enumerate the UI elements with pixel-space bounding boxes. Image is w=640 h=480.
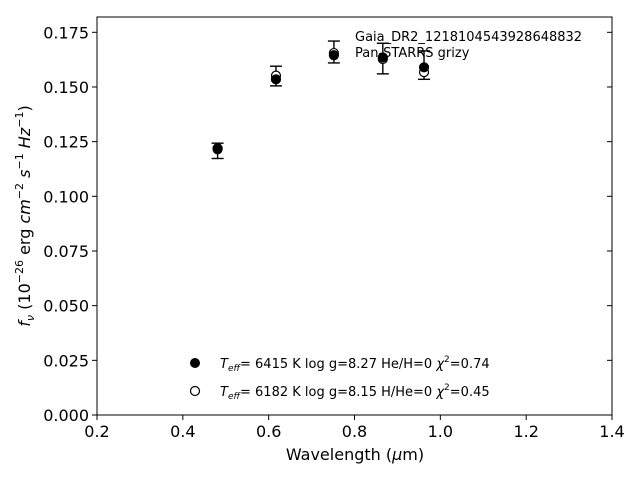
svg-text:fν (10−26 erg cm−2 s−1 Hz−1): fν (10−26 erg cm−2 s−1 Hz−1) xyxy=(13,105,37,326)
x-tick-label: 1.0 xyxy=(428,422,453,441)
object-name: Gaia_DR2_1218104543928648832 xyxy=(355,30,582,45)
model-point-filled xyxy=(212,143,223,154)
x-tick-label: 0.4 xyxy=(170,422,195,441)
x-tick-label: 1.4 xyxy=(599,422,624,441)
data-markers xyxy=(212,47,430,155)
legend-marker-filled xyxy=(190,358,200,368)
y-tick-label: 0.050 xyxy=(43,297,89,316)
y-tick-label: 0.025 xyxy=(43,351,89,370)
model-point-filled xyxy=(377,52,388,63)
y-tick-label: 0.150 xyxy=(43,78,89,97)
axes-frame xyxy=(96,16,613,416)
legend: Teff= 6415 K log g=8.27 He/H=0 χ2=0.74 T… xyxy=(189,355,490,402)
y-tick-label: 0.100 xyxy=(43,187,89,206)
y-ticks: 0.000 0.025 0.050 0.075 0.100 0.125 0.150 0.175 xyxy=(43,23,612,425)
y-axis-label: fν (10−26 erg cm−2 s−1 Hz−1) xyxy=(13,105,37,326)
y-tick-label: 0.125 xyxy=(43,133,89,152)
x-tick-label: 0.2 xyxy=(84,422,109,441)
x-tick-label: 1.2 xyxy=(513,422,538,441)
legend-entry-2: Teff= 6182 K log g=8.15 H/He=0 χ2=0.45 xyxy=(220,383,490,402)
y-tick-label: 0.075 xyxy=(43,242,89,261)
model-point-filled xyxy=(418,62,430,73)
x-tick-label: 0.8 xyxy=(342,422,367,441)
y-tick-label: 0.175 xyxy=(43,23,89,42)
x-tick-label: 0.6 xyxy=(256,422,281,441)
y-tick-label: 0.000 xyxy=(43,406,89,425)
model-point-filled xyxy=(328,50,339,61)
model-point-filled xyxy=(270,74,282,85)
photometry-label: Pan-STARRS grizy xyxy=(355,46,470,61)
legend-marker-open xyxy=(189,385,201,397)
x-axis-label: Wavelength (μm) xyxy=(286,445,424,464)
legend-entry-1: Teff= 6415 K log g=8.27 He/H=0 χ2=0.74 xyxy=(220,355,490,374)
x-ticks: 0.2 0.4 0.6 0.8 1.0 1.2 1.4 xyxy=(84,415,625,441)
